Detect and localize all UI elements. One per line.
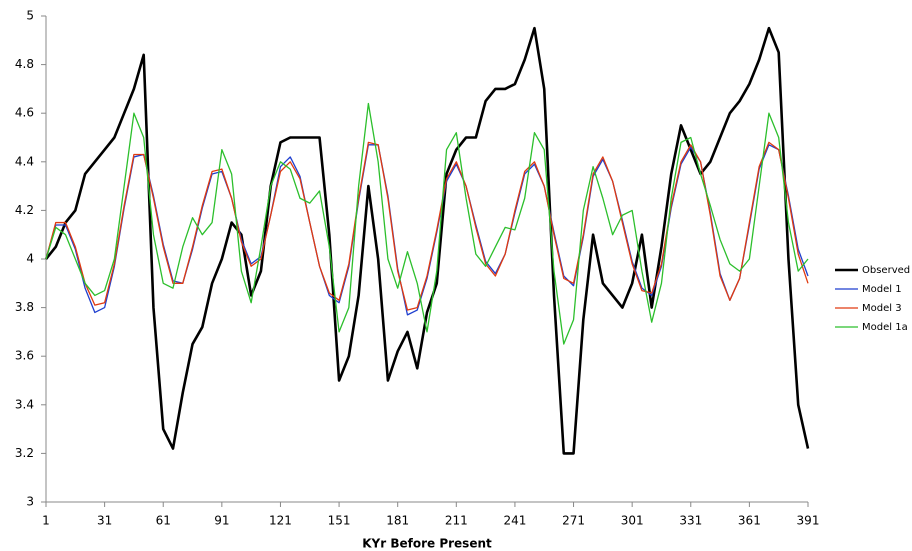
legend-label: Observed [862, 265, 910, 276]
x-tick-label: 241 [503, 514, 526, 528]
x-tick-label: 331 [679, 514, 702, 528]
series-line [44, 26, 810, 455]
y-tick-label: 3.4 [15, 397, 34, 411]
x-tick-label: 211 [445, 514, 468, 528]
x-tick-label: 361 [738, 514, 761, 528]
y-tick-label: 4 [26, 252, 34, 266]
x-tick-label: 1 [42, 514, 50, 528]
x-tick-label: 61 [156, 514, 171, 528]
x-tick-label: 391 [797, 514, 820, 528]
y-tick-label: 4.2 [15, 203, 34, 217]
legend-label: Model 1 [862, 284, 902, 295]
series-line [45, 102, 809, 345]
y-tick-label: 5 [26, 9, 34, 23]
y-tick-label: 4.6 [15, 106, 34, 120]
y-tick-label: 3.2 [15, 446, 34, 460]
y-tick-label: 3.8 [15, 300, 34, 314]
x-tick-label: 301 [621, 514, 644, 528]
legend-label: Model 1a [862, 322, 908, 333]
x-tick-label: 31 [97, 514, 112, 528]
y-tick-label: 4.8 [15, 57, 34, 71]
x-tick-label: 91 [214, 514, 229, 528]
x-tick-label: 181 [386, 514, 409, 528]
y-tick-label: 4.4 [15, 154, 34, 168]
series-line [45, 141, 809, 311]
y-tick-label: 3 [26, 495, 34, 509]
x-tick-label: 151 [328, 514, 351, 528]
x-tick-label: 121 [269, 514, 292, 528]
x-tick-label: 271 [562, 514, 585, 528]
x-axis-title: KYr Before Present [362, 537, 492, 551]
legend-label: Model 3 [862, 303, 902, 314]
y-tick-label: 3.6 [15, 349, 34, 363]
